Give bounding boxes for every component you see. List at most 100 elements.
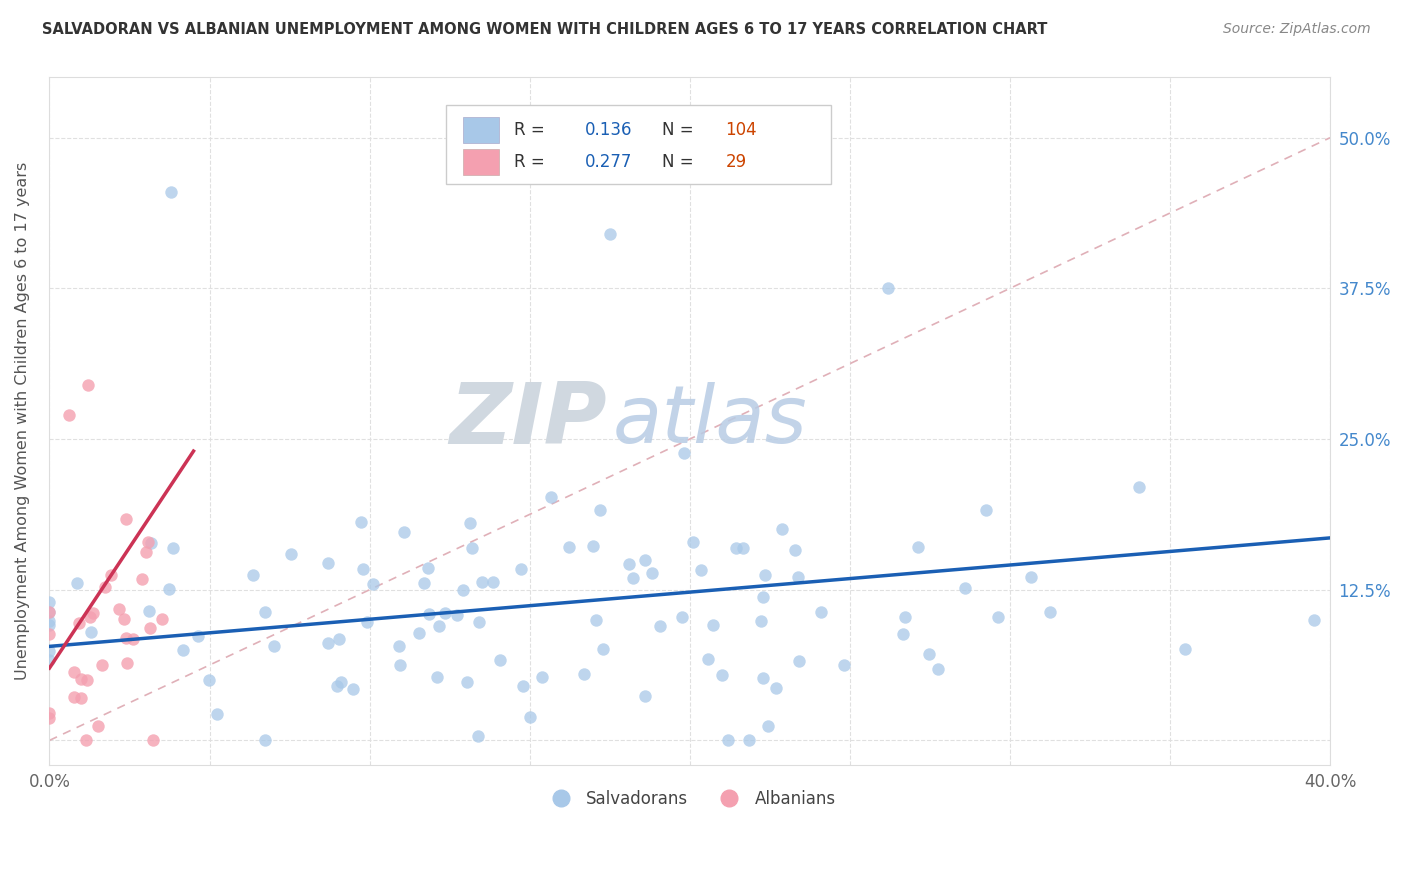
Point [350,515,373,529]
Point [63,690,86,704]
Point [650,619,672,633]
Point [38,652,60,666]
Point [785,543,807,558]
Point [582,539,605,553]
Point [142,733,165,747]
Point [434,606,457,620]
Point [121,632,143,646]
Point [810,605,832,619]
Point [139,536,162,550]
Point [115,657,138,671]
Point [749,614,772,628]
Text: R =: R = [515,153,546,171]
Point [832,658,855,673]
Point [641,566,664,581]
Text: 0.277: 0.277 [585,153,633,171]
Point [690,563,713,577]
Point [974,503,997,517]
Point [316,556,339,570]
Point [460,516,482,530]
Point [711,668,734,682]
Point [162,541,184,555]
Text: R =: R = [515,121,546,139]
Text: Source: ZipAtlas.com: Source: ZipAtlas.com [1223,22,1371,37]
Point [446,608,468,623]
Point [725,541,748,555]
Point [70,672,93,686]
Point [38,711,60,725]
Point [531,670,554,684]
Point [63,665,86,679]
Point [426,670,449,684]
Point [467,730,489,744]
Point [702,618,724,632]
FancyBboxPatch shape [463,149,499,175]
Point [38,595,60,609]
Point [198,673,221,687]
Point [172,642,194,657]
Point [187,629,209,643]
Point [787,654,810,668]
Point [1174,642,1197,657]
Point [512,679,534,693]
Point [361,577,384,591]
Point [1019,569,1042,583]
Point [90,657,112,672]
Point [263,639,285,653]
Point [877,281,900,295]
Y-axis label: Unemployment Among Women with Children Ages 6 to 17 years: Unemployment Among Women with Children A… [15,161,30,680]
Point [38,618,60,632]
Point [76,377,98,392]
Point [352,562,374,576]
Point [38,605,60,619]
Text: atlas: atlas [613,382,807,460]
Point [697,652,720,666]
Point [131,572,153,586]
Point [599,227,621,241]
Point [558,541,581,555]
Point [139,621,162,635]
Point [115,512,138,526]
Point [254,733,277,747]
Text: 29: 29 [725,153,747,171]
Point [765,681,787,695]
Point [429,619,451,633]
Point [738,733,761,747]
Point [94,580,117,594]
Text: N =: N = [662,121,693,139]
Point [756,718,779,732]
Point [451,582,474,597]
Point [112,612,135,626]
Point [1039,605,1062,619]
Point [754,568,776,582]
Point [907,540,929,554]
Text: SALVADORAN VS ALBANIAN UNEMPLOYMENT AMONG WOMEN WITH CHILDREN AGES 6 TO 17 YEARS: SALVADORAN VS ALBANIAN UNEMPLOYMENT AMON… [42,22,1047,37]
Point [38,644,60,658]
Point [66,575,89,590]
Point [1128,480,1150,494]
Point [955,581,977,595]
Point [717,733,740,747]
Point [242,567,264,582]
Point [682,534,704,549]
Point [160,185,183,199]
Text: 0.136: 0.136 [585,121,633,139]
Point [87,719,110,733]
Point [254,606,277,620]
Point [80,625,103,640]
Point [786,570,808,584]
Point [76,673,98,687]
Point [318,636,340,650]
Point [108,602,131,616]
Text: 104: 104 [725,121,758,139]
Point [38,605,60,619]
Point [82,606,104,620]
Point [752,671,775,685]
Point [540,490,562,504]
Point [157,582,180,597]
Point [673,446,696,460]
Point [205,707,228,722]
Point [634,690,657,704]
Point [342,681,364,696]
FancyBboxPatch shape [447,105,831,184]
